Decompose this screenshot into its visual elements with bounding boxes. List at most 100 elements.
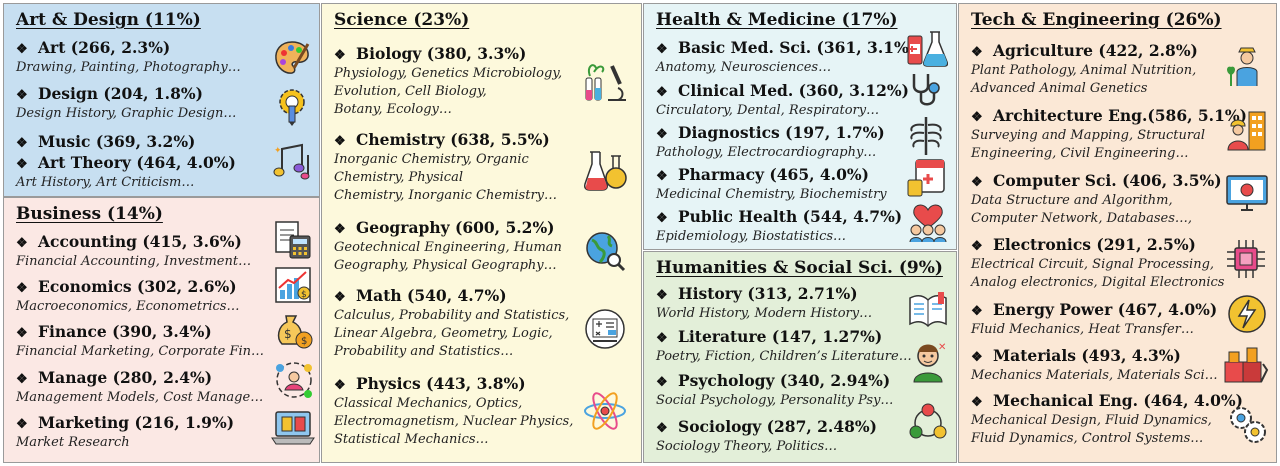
item-sub: Physiology, Genetics Microbiology,: [334, 66, 563, 81]
item-head: Clinical Med. (360, 3.12%): [678, 81, 909, 100]
item-head: Music (369, 3.2%): [38, 132, 196, 151]
panel-science: Science (23%) ❖ Biology (380, 3.3%) Physi…: [321, 3, 642, 463]
globe-search-icon: [584, 230, 626, 272]
item-physics: ❖ Physics (443, 3.8%) Classical Mechanics…: [334, 374, 574, 447]
panel-title-science: Science (23%): [334, 10, 470, 30]
item-sub: Mechanical Design, Fluid Dynamics,: [971, 413, 1212, 428]
item-sub: Sociology Theory, Politics…: [656, 439, 838, 454]
item-clinical-med: ❖ Clinical Med. (360, 3.12%) Circulatory,…: [656, 81, 909, 118]
palette-icon: [272, 38, 312, 78]
item-sub: Probability and Statistics…: [334, 344, 514, 359]
atom-icon: [582, 388, 628, 434]
item-head: Basic Med. Sci. (361, 3.1%): [678, 38, 917, 57]
literature-person-icon: ✕: [908, 340, 948, 384]
item-computer-sci: ❖ Computer Sci. (406, 3.5%) Data Structur…: [971, 171, 1222, 226]
calculator-icon: [274, 220, 312, 260]
manager-icon: [274, 360, 314, 400]
item-sub: Management Models, Cost Manage…: [16, 390, 264, 405]
item-sub: Medicinal Chemistry, Biochemistry: [656, 187, 887, 202]
item-basic-med-sci: ❖ Basic Med. Sci. (361, 3.1%) Anatomy, Ne…: [656, 38, 917, 75]
panel-art-design: Art & Design (11%) ❖ Art (266, 2.3%) Draw…: [3, 3, 320, 197]
item-sub: Inorganic Chemistry, Organic: [334, 152, 529, 167]
item-economics: ❖ Economics (302, 2.6%) Macroeconomics, E…: [16, 277, 240, 314]
growth-chart-icon: $: [274, 266, 312, 304]
panel-business: Business (14%) ❖ Accounting (415, 3.6%) F…: [3, 197, 320, 463]
item-manage: ❖ Manage (280, 2.4%) Management Models, C…: [16, 368, 264, 405]
item-sub: Classical Mechanics, Optics,: [334, 396, 523, 411]
item-art: ❖ Art (266, 2.3%) Drawing, Painting, Phot…: [16, 38, 241, 75]
item-sub: Fluid Mechanics, Heat Transfer…: [971, 322, 1194, 337]
item-head: Design (204, 1.8%): [38, 84, 203, 103]
item-head: Pharmacy (465, 4.0%): [678, 165, 869, 184]
computer-monitor-icon: [1225, 172, 1269, 216]
svg-text:✦: ✦: [274, 146, 282, 156]
item-geography: ❖ Geography (600, 5.2%) Geotechnical Engi…: [334, 218, 562, 273]
panel-tech-engineering: Tech & Engineering (26%) ❖ Agriculture (4…: [958, 3, 1277, 463]
item-head: Math (540, 4.7%): [356, 286, 507, 305]
item-head: Electronics (291, 2.5%): [993, 235, 1196, 254]
item-diagnostics: ❖ Diagnostics (197, 1.7%) Pathology, Elec…: [656, 123, 885, 160]
panel-humanities-social: Humanities & Social Sci. (9%) ❖ History (…: [643, 251, 957, 463]
item-sub: Analog electronics, Digital Electronics: [971, 275, 1225, 290]
item-sub: Pathology, Electrocardiography…: [656, 145, 877, 160]
item-sub: Statistical Mechanics…: [334, 432, 489, 447]
item-sub: Advanced Animal Genetics: [971, 81, 1148, 96]
item-history: ❖ History (313, 2.71%) World History, Mod…: [656, 284, 873, 321]
item-sub: Fluid Dynamics, Control Systems…: [971, 431, 1204, 446]
item-art-theory: ❖ Art Theory (464, 4.0%) Art History, Art…: [16, 153, 236, 190]
item-head: Energy Power (467, 4.0%): [993, 300, 1218, 319]
item-head: Accounting (415, 3.6%): [38, 232, 242, 251]
panel-title-tech-engineering: Tech & Engineering (26%): [971, 10, 1222, 30]
item-sub: Geography, Physical Geography…: [334, 258, 557, 273]
materials-crates-icon: [1223, 344, 1269, 384]
item-biology: ❖ Biology (380, 3.3%) Physiology, Genetic…: [334, 44, 563, 117]
item-head: Diagnostics (197, 1.7%): [678, 123, 885, 142]
item-design: ❖ Design (204, 1.8%) Design History, Grap…: [16, 84, 237, 121]
item-head: Economics (302, 2.6%): [38, 277, 237, 296]
item-finance: ❖ Finance (390, 3.4%) Financial Marketing…: [16, 322, 265, 359]
item-music: ❖ Music (369, 3.2%): [16, 132, 196, 151]
item-public-health: ❖ Public Health (544, 4.7%) Epidemiology,…: [656, 207, 903, 244]
item-sub: Plant Pathology, Animal Nutrition,: [971, 63, 1197, 78]
item-mechanical-eng: ❖ Mechanical Eng. (464, 4.0%) Mechanical …: [971, 391, 1243, 446]
item-head: Architecture Eng.(586, 5.1%): [993, 106, 1247, 125]
item-marketing: ❖ Marketing (216, 1.9%) Market Research: [16, 413, 235, 450]
item-head: Agriculture (422, 2.8%): [993, 41, 1198, 60]
lightning-bolt-icon: [1227, 294, 1267, 334]
item-sub: Anatomy, Neurosciences…: [656, 60, 832, 75]
item-sub: World History, Modern History…: [656, 306, 873, 321]
item-electronics: ❖ Electronics (291, 2.5%) Electrical Circ…: [971, 235, 1225, 290]
flasks-icon: [582, 148, 628, 194]
item-head: Art (266, 2.3%): [38, 38, 171, 57]
item-head: Psychology (340, 2.94%): [678, 371, 891, 390]
item-sub: Botany, Ecology…: [334, 102, 452, 117]
item-head: Biology (380, 3.3%): [356, 44, 527, 63]
svg-text:✕: ✕: [938, 342, 946, 353]
item-sub: Drawing, Painting, Photography…: [16, 60, 241, 75]
microscope-plant-icon: [582, 58, 628, 106]
item-sub: Mechanics Materials, Materials Sci…: [971, 368, 1218, 383]
item-sub: Social Psychology, Personality Psy…: [656, 393, 894, 408]
item-agriculture: ❖ Agriculture (422, 2.8%) Plant Pathology…: [971, 41, 1198, 96]
item-sub: Market Research: [16, 435, 130, 450]
item-head: Physics (443, 3.8%): [356, 374, 526, 393]
item-sub: Electromagnetism, Nuclear Physics,: [334, 414, 574, 429]
item-sociology: ❖ Sociology (287, 2.48%) Sociology Theory…: [656, 417, 877, 454]
svg-text:$: $: [284, 327, 292, 341]
design-gear-pencil-icon: [272, 86, 312, 126]
history-book-icon: [908, 292, 948, 328]
item-sub: Electrical Circuit, Signal Processing,: [971, 257, 1215, 272]
item-accounting: ❖ Accounting (415, 3.6%) Financial Accoun…: [16, 232, 252, 269]
money-bag-icon: $ $: [274, 310, 314, 350]
engineer-buildings-icon: [1225, 108, 1269, 152]
item-energy-power: ❖ Energy Power (467, 4.0%) Fluid Mechanic…: [971, 300, 1218, 337]
svg-text:$: $: [301, 336, 307, 347]
item-head: Public Health (544, 4.7%): [678, 207, 903, 226]
music-notes-icon: ✦: [272, 141, 316, 183]
item-sub: Financial Accounting, Investment…: [16, 254, 252, 269]
item-sub: Evolution, Cell Biology,: [334, 84, 487, 99]
item-head: Materials (493, 4.3%): [993, 346, 1181, 365]
item-head: Literature (147, 1.27%): [678, 327, 883, 346]
item-literature: ❖ Literature (147, 1.27%) Poetry, Fiction…: [656, 327, 912, 364]
item-sub: Macroeconomics, Econometrics…: [16, 299, 240, 314]
